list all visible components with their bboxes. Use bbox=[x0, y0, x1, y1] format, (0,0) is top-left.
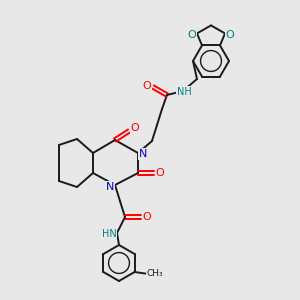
Text: N: N bbox=[139, 149, 147, 159]
Text: HN: HN bbox=[102, 229, 116, 239]
Text: O: O bbox=[188, 30, 196, 40]
Text: N: N bbox=[106, 182, 114, 192]
Text: O: O bbox=[130, 123, 140, 133]
Text: CH₃: CH₃ bbox=[146, 269, 163, 278]
Text: O: O bbox=[156, 168, 164, 178]
Text: O: O bbox=[226, 30, 234, 40]
Text: O: O bbox=[142, 81, 152, 91]
Text: NH: NH bbox=[177, 87, 191, 97]
Text: O: O bbox=[142, 212, 152, 222]
